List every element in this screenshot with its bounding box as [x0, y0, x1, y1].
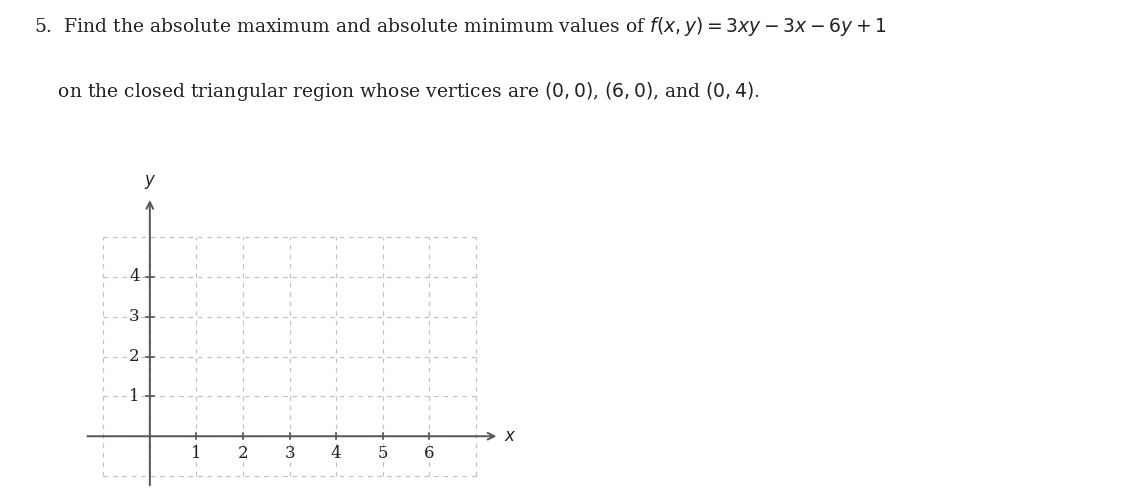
- Text: 2: 2: [238, 445, 248, 462]
- Text: 3: 3: [284, 445, 294, 462]
- Text: 5: 5: [378, 445, 388, 462]
- Text: 1: 1: [129, 388, 140, 405]
- Text: 3: 3: [129, 308, 140, 325]
- Text: 1: 1: [191, 445, 202, 462]
- Text: on the closed triangular region whose vertices are $(0,0)$, $(6,0)$, and $(0, 4): on the closed triangular region whose ve…: [34, 80, 759, 103]
- Text: 4: 4: [129, 268, 140, 285]
- Text: 2: 2: [129, 348, 140, 365]
- Text: 6: 6: [424, 445, 434, 462]
- Text: 4: 4: [331, 445, 342, 462]
- Text: 5.  Find the absolute maximum and absolute minimum values of $f(x, y) = 3xy-3x-6: 5. Find the absolute maximum and absolut…: [34, 15, 887, 38]
- Text: $y$: $y$: [143, 173, 156, 191]
- Text: $x$: $x$: [504, 427, 517, 445]
